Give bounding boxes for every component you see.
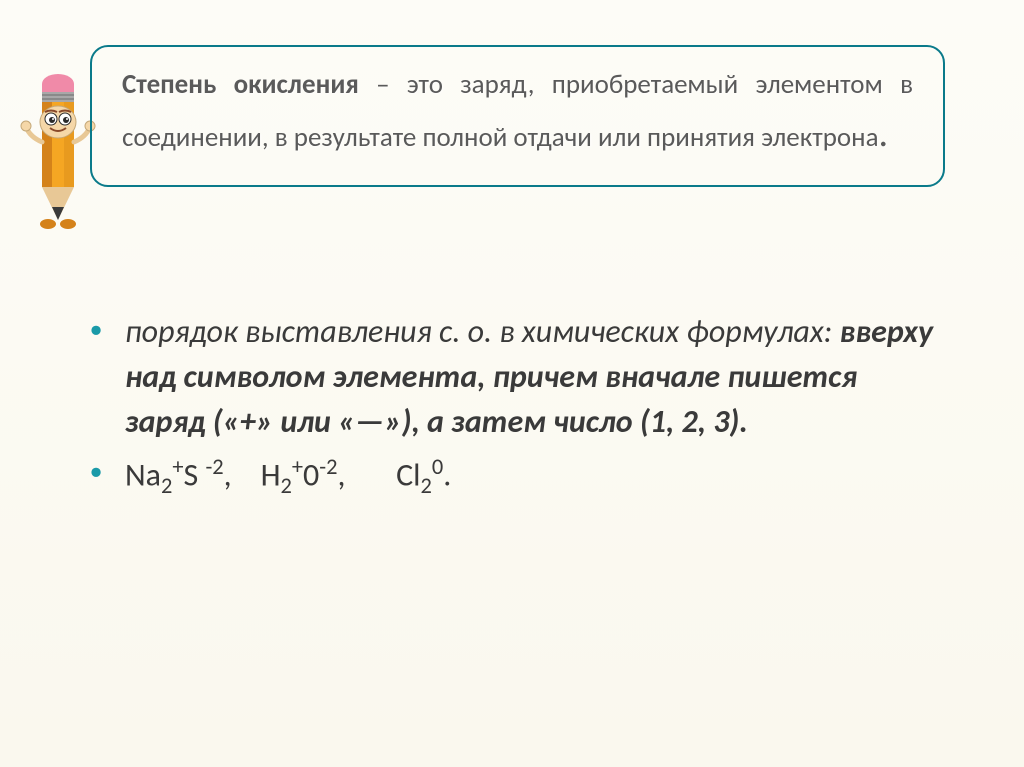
- f1-p2: -2: [205, 454, 223, 481]
- pencil-mascot: [18, 72, 98, 232]
- content-list: порядок выставления с. о. в химических ф…: [90, 310, 940, 511]
- f2-b2: 0: [303, 456, 319, 495]
- f1-b2: S: [184, 456, 206, 495]
- f2-s1: 2: [281, 473, 292, 500]
- end: .: [443, 456, 451, 495]
- f2-p2: -2: [319, 454, 337, 481]
- sep1: ,: [224, 456, 261, 495]
- f2-p1: +: [292, 454, 303, 481]
- f3-s1: 2: [421, 473, 432, 500]
- definition-text: Степень окисления – это заряд, приобрета…: [122, 65, 913, 163]
- list-item-1: порядок выставления с. о. в химических ф…: [90, 310, 940, 444]
- definition-period: .: [879, 111, 889, 157]
- f2-b1: H: [261, 456, 281, 495]
- item1-regular: порядок выставления с. о. в химических ф…: [125, 312, 840, 351]
- list-item-2: Na2+S -2, H2+0-2, Cl20.: [90, 452, 940, 502]
- definition-term: Степень окисления: [122, 68, 359, 101]
- f3-b1: Cl: [396, 456, 420, 495]
- pencil-svg: [18, 72, 98, 232]
- sep2: ,: [337, 456, 396, 495]
- f1-b1: Na: [125, 456, 161, 495]
- definition-box: Степень окисления – это заряд, приобрета…: [90, 45, 945, 187]
- f3-p1: 0: [432, 454, 443, 481]
- f1-s1: 2: [161, 473, 172, 500]
- f1-p1: +: [172, 454, 183, 481]
